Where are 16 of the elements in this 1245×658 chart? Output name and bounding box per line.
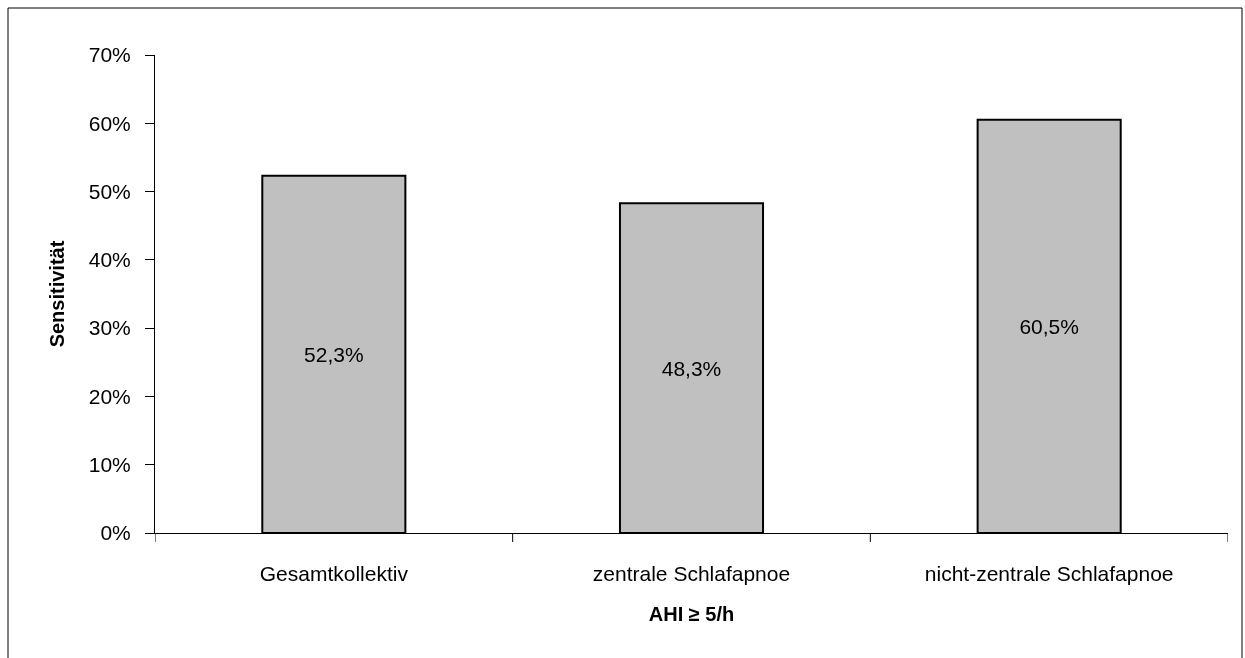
y-tick-label: 60% <box>88 111 131 135</box>
x-tick-label: zentrale Schlafapnoe <box>592 562 791 586</box>
y-tick-label: 10% <box>88 453 131 477</box>
x-tick-label: Gesamtkollektiv <box>259 562 409 586</box>
y-tick-label: 20% <box>88 384 131 408</box>
x-tick-label: nicht-zentrale Schlafapnoe <box>924 562 1174 586</box>
y-tick-label: 0% <box>100 521 131 545</box>
y-axis-title: Sensitivität <box>46 240 69 348</box>
data-label: 60,5% <box>1019 314 1079 338</box>
data-label: 48,3% <box>661 356 722 380</box>
y-tick-label: 70% <box>88 43 131 67</box>
y-tick-label: 40% <box>88 248 131 272</box>
data-label: 52,3% <box>304 342 364 366</box>
y-tick-label: 50% <box>88 179 131 203</box>
x-axis-title: AHI ≥ 5/h <box>648 602 735 625</box>
y-tick-label: 30% <box>88 316 131 340</box>
